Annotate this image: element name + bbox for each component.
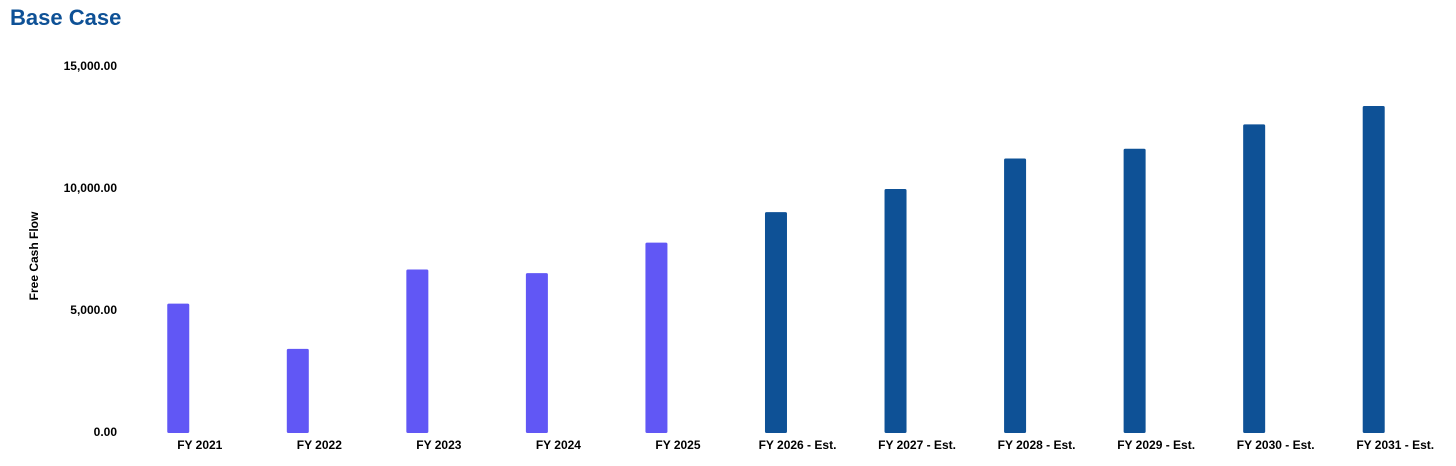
bar [764,212,787,433]
y-tick-label: 5,000.00 [70,303,117,317]
x-tick-label: FY 2030 - Est. [1237,438,1315,452]
x-tick-label: FY 2021 [177,438,222,452]
bar [167,303,190,433]
bar [1362,106,1385,433]
x-tick-label: FY 2026 - Est. [759,438,837,452]
x-tick-label: FY 2025 [655,438,700,452]
bar [1004,158,1027,433]
x-tick-label: FY 2023 [416,438,461,452]
y-tick-label: 15,000.00 [64,59,118,73]
bar [884,189,907,433]
x-tick-label: FY 2027 - Est. [878,438,956,452]
bar [645,242,668,433]
y-tick-label: 0.00 [94,425,118,439]
x-tick-label: FY 2022 [297,438,342,452]
x-tick-label: FY 2028 - Est. [998,438,1076,452]
bar [525,273,548,433]
y-tick-label: 10,000.00 [64,181,118,195]
bar [406,269,429,433]
x-tick-label: FY 2029 - Est. [1117,438,1195,452]
x-tick-label: FY 2024 [536,438,581,452]
x-tick-label: FY 2031 - Est. [1356,438,1434,452]
y-axis-label: Free Cash Flow [27,211,41,300]
chart-title: Base Case [10,5,121,30]
bar [286,348,309,433]
bar [1243,124,1266,433]
bar [1123,148,1146,434]
